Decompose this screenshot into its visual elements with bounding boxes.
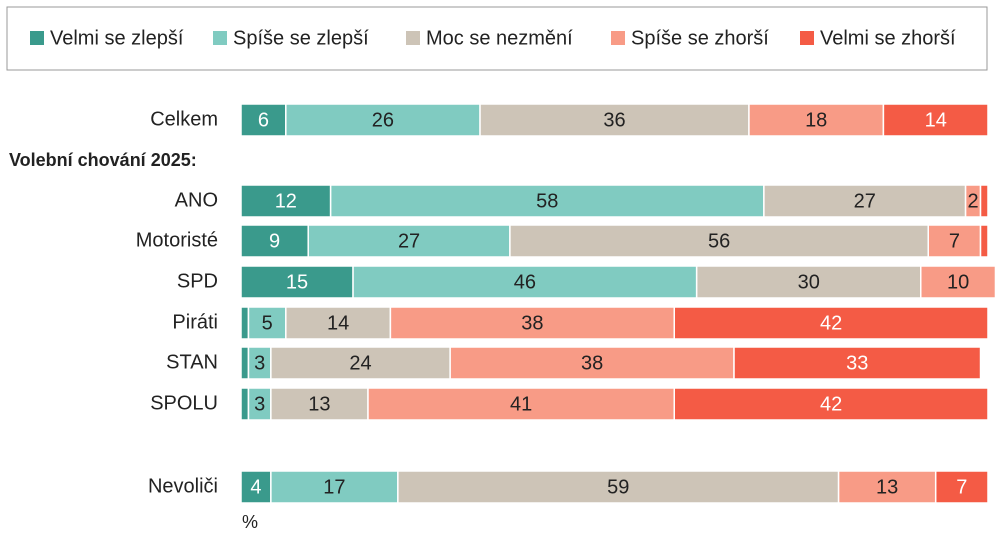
- data-label: 18: [805, 109, 827, 131]
- bar-segment: [927, 224, 982, 258]
- bar-segment: [240, 184, 332, 218]
- bar-segment: [673, 306, 989, 340]
- data-label: 56: [708, 230, 730, 252]
- data-label: 24: [349, 352, 371, 374]
- legend-swatch: [30, 31, 44, 45]
- bar-segment: [920, 265, 997, 299]
- data-label: 38: [581, 352, 603, 374]
- bar-segment: [240, 224, 309, 258]
- bar-segment: [240, 346, 250, 380]
- data-label: 59: [607, 476, 629, 498]
- y-tick-label: Piráti: [172, 311, 218, 333]
- data-label: 7: [956, 476, 967, 498]
- bar-segment: [240, 387, 250, 421]
- bar-segment: [882, 103, 989, 137]
- bar-segment: [240, 265, 354, 299]
- data-label: 42: [820, 393, 842, 415]
- data-label: 14: [327, 312, 349, 334]
- data-label: 10: [947, 271, 969, 293]
- bar-segment: [329, 184, 765, 218]
- bar-segment: [695, 265, 922, 299]
- data-label: 12: [275, 190, 297, 212]
- data-label: 13: [308, 393, 330, 415]
- bar-segment: [270, 387, 369, 421]
- bar-segment: [397, 470, 840, 504]
- bar-segment: [285, 103, 481, 137]
- bar-segment: [240, 306, 250, 340]
- legend-label: Velmi se zhorší: [820, 27, 956, 49]
- unit-label: %: [242, 512, 258, 532]
- data-label: 58: [536, 190, 558, 212]
- bar-segment: [367, 387, 676, 421]
- legend-swatch: [611, 31, 625, 45]
- y-tick-label: SPD: [177, 270, 218, 292]
- bar-segment: [285, 306, 392, 340]
- bar-segment: [307, 224, 511, 258]
- legend-box: [6, 6, 988, 71]
- legend-swatch: [406, 31, 420, 45]
- legend-label: Spíše se zlepší: [233, 27, 369, 49]
- data-label: 3: [254, 393, 265, 415]
- data-label: 27: [398, 230, 420, 252]
- y-tick-label: SPOLU: [150, 392, 218, 414]
- legend-label: Velmi se zlepší: [50, 27, 184, 49]
- bar-segment: [509, 224, 929, 258]
- bar-segment: [240, 103, 287, 137]
- data-label: 3: [254, 352, 265, 374]
- bar-segment: [673, 387, 989, 421]
- y-tick-label: Celkem: [150, 108, 218, 130]
- data-label: 27: [854, 190, 876, 212]
- data-label: 36: [603, 109, 625, 131]
- data-label: 5: [262, 312, 273, 334]
- bar-segment: [979, 184, 989, 218]
- bar-segment: [247, 306, 287, 340]
- bar-segment: [934, 470, 989, 504]
- legend-label: Spíše se zhorší: [631, 27, 769, 49]
- data-label: 38: [521, 312, 543, 334]
- data-label: 46: [514, 271, 536, 293]
- bar-segment: [763, 184, 967, 218]
- legend-swatch: [800, 31, 814, 45]
- data-label: 41: [510, 393, 532, 415]
- legend-label: Moc se nezmění: [426, 27, 573, 49]
- data-label: 42: [820, 312, 842, 334]
- data-label: 30: [798, 271, 820, 293]
- group-label: Volební chování 2025:: [9, 150, 197, 170]
- data-label: 26: [372, 109, 394, 131]
- data-label: 6: [258, 109, 269, 131]
- bar-segment: [979, 224, 989, 258]
- y-tick-label: STAN: [166, 351, 218, 373]
- data-label: 17: [323, 476, 345, 498]
- data-label: 13: [876, 476, 898, 498]
- bar-segment: [733, 346, 982, 380]
- data-label: 15: [286, 271, 308, 293]
- data-label: 2: [967, 190, 978, 212]
- bar-segment: [352, 265, 698, 299]
- legend-swatch: [213, 31, 227, 45]
- data-label: 7: [949, 230, 960, 252]
- y-tick-label: ANO: [175, 189, 218, 211]
- bar-segment: [449, 346, 735, 380]
- y-tick-label: Nevoliči: [148, 475, 218, 497]
- data-label: 4: [250, 476, 261, 498]
- y-tick-label: Motoristé: [136, 229, 218, 251]
- data-label: 14: [925, 109, 947, 131]
- bar-segment: [748, 103, 885, 137]
- data-label: 33: [846, 352, 868, 374]
- data-label: 9: [269, 230, 280, 252]
